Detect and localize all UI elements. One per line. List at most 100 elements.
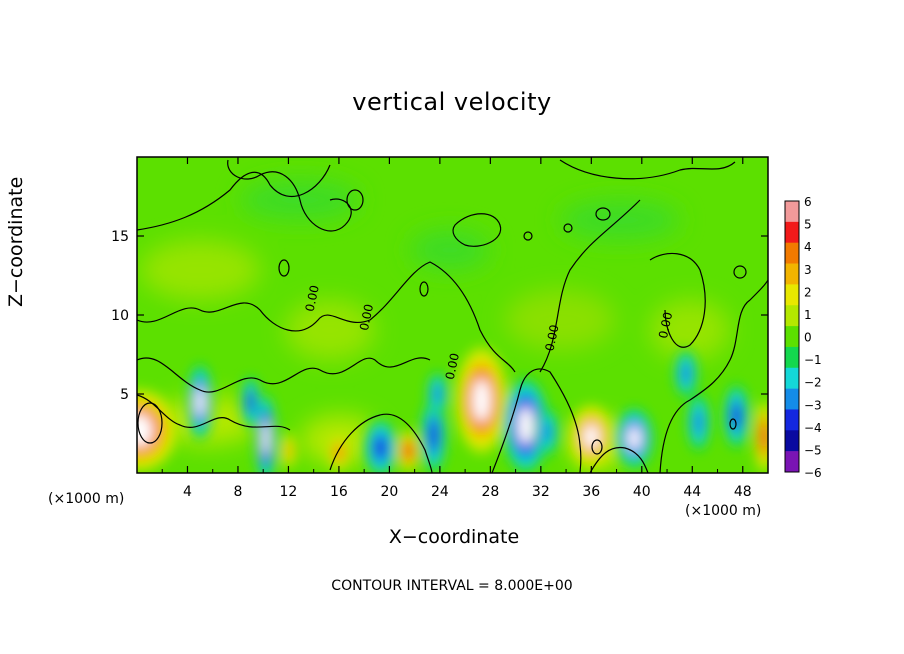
chart-title: vertical velocity	[352, 88, 552, 116]
contour-line	[227, 159, 352, 232]
contour-line	[137, 261, 516, 373]
contour-line	[452, 213, 502, 247]
contour-interval-note: CONTOUR INTERVAL = 8.000E+00	[331, 578, 573, 594]
colorbar-label: 4	[804, 240, 812, 254]
x-axis-label: X−coordinate	[388, 526, 520, 548]
x-unit-label-right: (×1000 m)	[685, 503, 762, 519]
colorbar-segment	[785, 263, 799, 285]
x-axis: 4 8 12 16 20 24 28 32 36 40 44 48	[161, 157, 752, 500]
x-tick-label: 16	[330, 484, 348, 500]
velocity-core	[517, 406, 534, 445]
contour-lines	[137, 159, 768, 473]
colorbar-label: 1	[804, 308, 812, 322]
colorbar-segment	[785, 367, 799, 389]
velocity-cell	[335, 446, 343, 459]
velocity-cell	[542, 421, 553, 443]
velocity-core	[137, 413, 153, 447]
contour-label: 0.00	[656, 311, 675, 340]
colorbar-segment	[785, 430, 799, 452]
contour-line	[729, 418, 737, 430]
colorbar-segment	[785, 242, 799, 264]
colorbar-segment	[785, 305, 799, 327]
velocity-cell	[732, 405, 741, 428]
colorbar-segment	[785, 221, 799, 243]
velocity-core	[262, 420, 270, 456]
colorbar: 6 5 4 3 2 1 0 −1 −2 −3 −4 −5 −6	[784, 195, 822, 480]
colorbar-segment	[785, 388, 799, 410]
x-tick-label: 4	[183, 484, 192, 500]
colorbar-label: 0	[804, 331, 812, 345]
contour-labels: 0.00 0.00 0.00 0.00 0.00	[303, 284, 676, 381]
contour-label: 0.00	[443, 352, 462, 381]
contour-line	[659, 279, 768, 473]
plot-area: 0.00 0.00 0.00 0.00 0.00	[137, 157, 768, 473]
velocity-cell	[247, 393, 254, 411]
contour-line	[649, 252, 706, 348]
contour-label: 0.00	[357, 303, 376, 332]
field-cells	[137, 346, 768, 473]
colorbar-label: −6	[804, 466, 822, 480]
x-tick-label: 12	[280, 484, 298, 500]
contour-line	[595, 207, 611, 221]
contour-line	[539, 199, 641, 373]
x-tick-label: 36	[582, 484, 600, 500]
colorbar-label: 5	[804, 218, 812, 232]
contour-line	[419, 281, 429, 297]
contour-line	[733, 265, 747, 279]
colorbar-segment	[785, 326, 799, 348]
velocity-cell	[429, 421, 438, 449]
colorbar-label: −2	[804, 376, 822, 390]
velocity-core	[195, 386, 205, 418]
x-tick-label: 20	[380, 484, 398, 500]
contour-line	[278, 259, 290, 277]
velocity-cell	[761, 426, 768, 448]
x-tick-label: 8	[233, 484, 242, 500]
x-tick-label: 24	[431, 484, 449, 500]
contour-line	[591, 439, 603, 455]
x-unit-label-left: (×1000 m)	[48, 491, 125, 507]
contour-line	[491, 368, 582, 473]
colorbar-label: −4	[804, 421, 822, 435]
velocity-cell	[285, 443, 292, 459]
x-tick-label: 40	[633, 484, 651, 500]
colorbar-segment	[785, 284, 799, 306]
velocity-core	[472, 378, 491, 422]
velocity-core	[583, 424, 600, 450]
velocity-core	[627, 426, 641, 451]
y-tick-label: 10	[111, 308, 129, 324]
colorbar-segment	[785, 201, 799, 223]
contour-line	[346, 189, 364, 211]
contour-line	[559, 159, 736, 180]
colorbar-segment	[785, 346, 799, 369]
x-tick-label: 44	[683, 484, 701, 500]
x-tick-label: 28	[481, 484, 499, 500]
y-axis: 5 10 15	[111, 229, 768, 403]
contour-line	[137, 394, 291, 431]
contour-label: 0.00	[542, 323, 561, 352]
colorbar-label: −3	[804, 398, 822, 412]
colorbar-segment	[785, 409, 799, 431]
contour-line	[137, 357, 431, 393]
colorbar-label: 2	[804, 285, 812, 299]
velocity-cell	[374, 437, 387, 458]
contour-line	[523, 231, 533, 241]
velocity-cell	[405, 444, 412, 457]
x-tick-label: 48	[734, 484, 752, 500]
x-tick-label: 32	[532, 484, 550, 500]
colorbar-label: 3	[804, 263, 812, 277]
colorbar-label: 6	[804, 195, 812, 209]
colorbar-segment	[785, 451, 799, 473]
contour-label: 0.00	[303, 284, 322, 313]
contour-line	[329, 413, 433, 473]
y-tick-label: 5	[120, 387, 129, 403]
contour-line	[589, 446, 649, 473]
y-tick-label: 15	[111, 229, 129, 245]
velocity-cell	[680, 362, 691, 384]
velocity-cell	[693, 409, 704, 436]
contour-line	[563, 223, 573, 233]
colorbar-frame	[784, 200, 800, 473]
colorbar-label: −1	[804, 353, 822, 367]
contour-line	[137, 402, 163, 444]
colorbar-label: −5	[804, 443, 822, 457]
